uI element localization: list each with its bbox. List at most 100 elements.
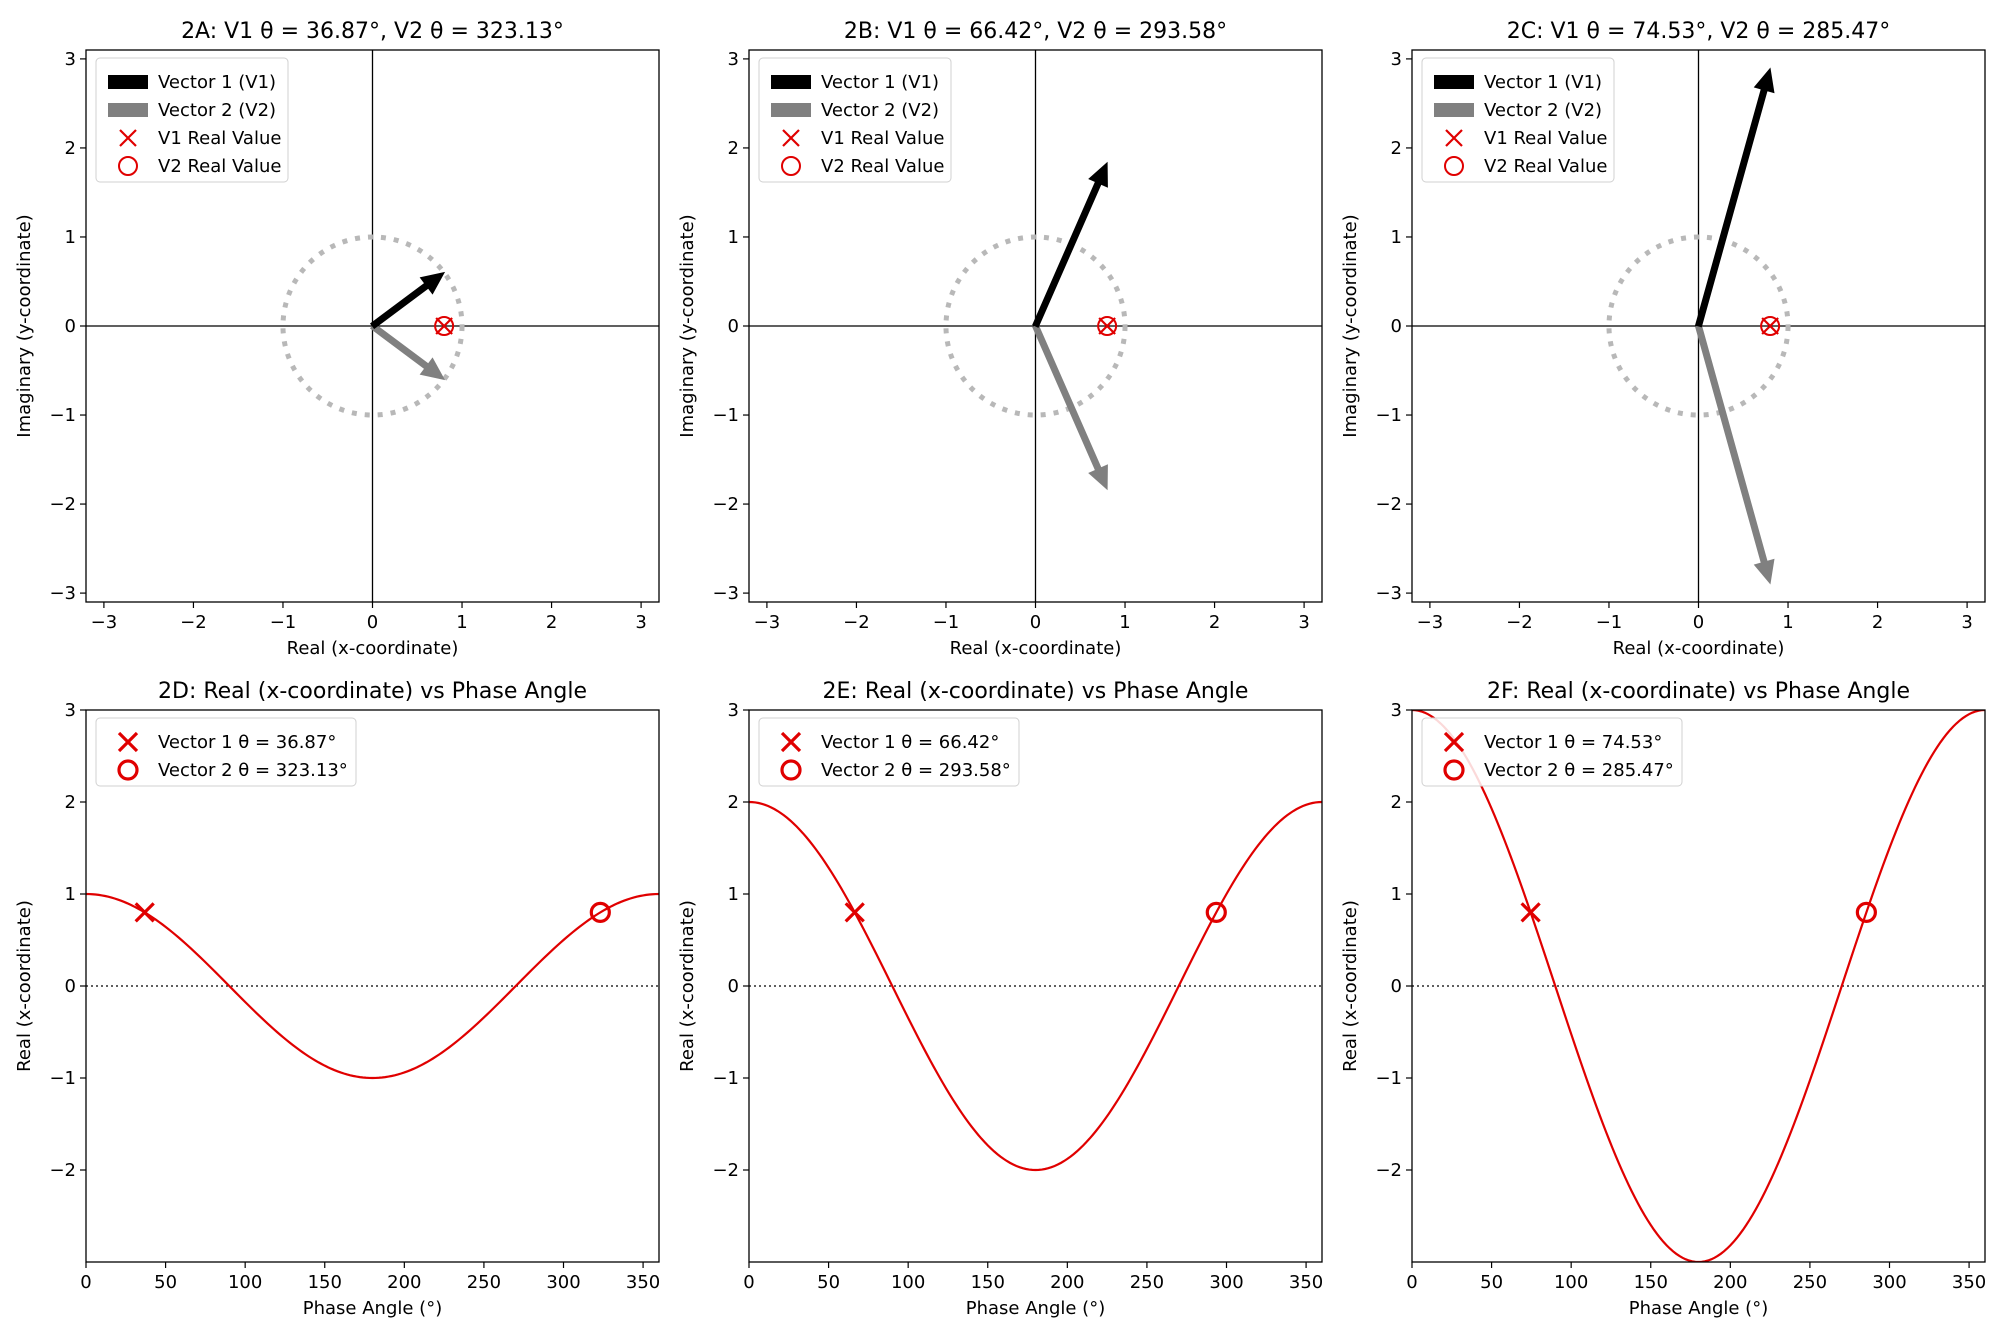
x-tick-label: −1 bbox=[1596, 612, 1623, 633]
y-axis-label: Imaginary (y-coordinate) bbox=[1340, 214, 1361, 437]
unit-circle bbox=[943, 234, 1128, 418]
x-axis-label: Phase Angle (°) bbox=[1629, 1298, 1768, 1319]
y-tick-label: −3 bbox=[1375, 583, 1402, 604]
legend-label: Vector 1 θ = 36.87° bbox=[158, 732, 336, 753]
y-tick-label: 0 bbox=[1391, 976, 1402, 997]
x-tick-label: 2 bbox=[1872, 612, 1883, 633]
x-tick-label: 100 bbox=[228, 1272, 262, 1293]
x-tick-label: 200 bbox=[1713, 1272, 1747, 1293]
y-tick-label: −1 bbox=[712, 1068, 739, 1089]
plot-area bbox=[86, 50, 659, 602]
y-tick-label: 2 bbox=[65, 138, 76, 159]
legend-frame bbox=[1421, 717, 1683, 787]
y-tick-label: −2 bbox=[712, 1160, 739, 1181]
plot-area bbox=[749, 50, 1322, 602]
legend-label: V1 Real Value bbox=[1484, 128, 1607, 149]
y-tick-label: 0 bbox=[65, 316, 76, 337]
legend-key-vector-1 bbox=[1443, 731, 1465, 753]
x-tick-label: 2 bbox=[546, 612, 557, 633]
legend-key-v2-real bbox=[118, 156, 138, 176]
legend-label: Vector 1 (V1) bbox=[1484, 72, 1602, 93]
x-axis-label: Real (x-coordinate) bbox=[950, 638, 1122, 659]
phasor-chart: Vector 1 (V1) Vector 2 (V2) V1 Real Value V… bbox=[14, 19, 660, 659]
legend-key-vector-2 bbox=[1443, 759, 1465, 781]
legend-key-vector-2 bbox=[1434, 103, 1474, 117]
y-tick-label: −1 bbox=[1375, 1068, 1402, 1089]
legend-key-vector-1 bbox=[771, 75, 811, 89]
y-tick-label: −3 bbox=[712, 583, 739, 604]
x-tick-label: 2 bbox=[1209, 612, 1220, 633]
legend-key-vector-2 bbox=[780, 759, 802, 781]
x-axis-label: Real (x-coordinate) bbox=[287, 638, 459, 659]
x-tick-label: 0 bbox=[80, 1272, 91, 1293]
vector-2-point bbox=[1855, 901, 1877, 924]
y-tick-label: 2 bbox=[1391, 792, 1402, 813]
y-tick-label: 1 bbox=[728, 884, 739, 905]
vector-1-arrow bbox=[1694, 67, 1775, 328]
legend-frame bbox=[95, 717, 357, 787]
y-axis-label: Real (x-coordinate) bbox=[677, 900, 698, 1072]
vector-1-point bbox=[844, 902, 865, 923]
real-vs-phase-curve bbox=[1412, 710, 1985, 1262]
legend-label: Vector 2 (V2) bbox=[1484, 100, 1602, 121]
y-axis-label: Real (x-coordinate) bbox=[14, 900, 35, 1072]
legend-key-v1-real bbox=[1445, 129, 1463, 147]
y-tick-label: −1 bbox=[1375, 405, 1402, 426]
phase-angle-chart: Vector 1 θ = 66.42° Vector 2 θ = 293.58° 2… bbox=[677, 679, 1323, 1319]
v2-real-value-marker bbox=[434, 316, 455, 336]
x-tick-label: 300 bbox=[1209, 1272, 1243, 1293]
x-tick-label: −3 bbox=[91, 612, 118, 633]
legend-key-v2-real bbox=[781, 156, 801, 176]
y-tick-label: 1 bbox=[1391, 227, 1402, 248]
vector-1-arrow bbox=[1032, 161, 1108, 328]
y-tick-label: 3 bbox=[728, 49, 739, 70]
x-tick-label: 250 bbox=[467, 1272, 501, 1293]
legend-key-vector-1 bbox=[108, 75, 148, 89]
vector-1-point bbox=[1520, 902, 1541, 923]
x-tick-label: 0 bbox=[743, 1272, 754, 1293]
x-tick-label: 150 bbox=[308, 1272, 342, 1293]
x-tick-label: 1 bbox=[456, 612, 467, 633]
y-tick-label: −2 bbox=[1375, 1160, 1402, 1181]
legend-label: V2 Real Value bbox=[1484, 156, 1607, 177]
unit-circle bbox=[1606, 234, 1791, 418]
y-axis-label: Imaginary (y-coordinate) bbox=[14, 214, 35, 437]
v1-real-value-marker bbox=[1761, 317, 1779, 335]
vector-2-arrow bbox=[1032, 324, 1108, 491]
legend-key-vector-1 bbox=[117, 731, 139, 753]
legend-key-vector-2 bbox=[117, 759, 139, 781]
plot-area bbox=[749, 800, 1322, 1172]
legend-label: V1 Real Value bbox=[821, 128, 944, 149]
v2-real-value-marker bbox=[1760, 316, 1781, 336]
y-tick-label: −2 bbox=[712, 494, 739, 515]
legend-key-vector-2 bbox=[771, 103, 811, 117]
x-tick-label: 350 bbox=[1952, 1272, 1986, 1293]
phasor-chart: Vector 1 (V1) Vector 2 (V2) V1 Real Value V… bbox=[1340, 19, 1986, 659]
plot-area bbox=[1412, 710, 1985, 1262]
x-axis-label: Phase Angle (°) bbox=[966, 1298, 1105, 1319]
y-tick-label: 0 bbox=[65, 976, 76, 997]
unit-circle bbox=[280, 234, 465, 418]
x-tick-label: 350 bbox=[1289, 1272, 1323, 1293]
chart-title: 2D: Real (x-coordinate) vs Phase Angle bbox=[158, 679, 587, 704]
legend-label: Vector 2 (V2) bbox=[821, 100, 939, 121]
legend-label: Vector 2 θ = 285.47° bbox=[1484, 760, 1674, 781]
legend-label: Vector 2 θ = 323.13° bbox=[158, 760, 348, 781]
x-tick-label: 0 bbox=[367, 612, 378, 633]
plot-area bbox=[86, 892, 659, 1080]
y-tick-label: 2 bbox=[728, 138, 739, 159]
v1-real-value-marker bbox=[435, 317, 453, 335]
y-tick-label: 2 bbox=[728, 792, 739, 813]
y-tick-label: 3 bbox=[65, 700, 76, 721]
y-tick-label: 1 bbox=[65, 227, 76, 248]
y-tick-label: 0 bbox=[728, 316, 739, 337]
chart-title: 2C: V1 θ = 74.53°, V2 θ = 285.47° bbox=[1507, 19, 1891, 44]
real-vs-phase-curve bbox=[749, 800, 1322, 1172]
vector-2-point bbox=[589, 901, 611, 924]
x-tick-label: 50 bbox=[154, 1272, 177, 1293]
y-axis-label: Real (x-coordinate) bbox=[1340, 900, 1361, 1072]
y-tick-label: 1 bbox=[1391, 884, 1402, 905]
legend-key-vector-1 bbox=[780, 731, 802, 753]
legend-label: Vector 1 θ = 74.53° bbox=[1484, 732, 1662, 753]
